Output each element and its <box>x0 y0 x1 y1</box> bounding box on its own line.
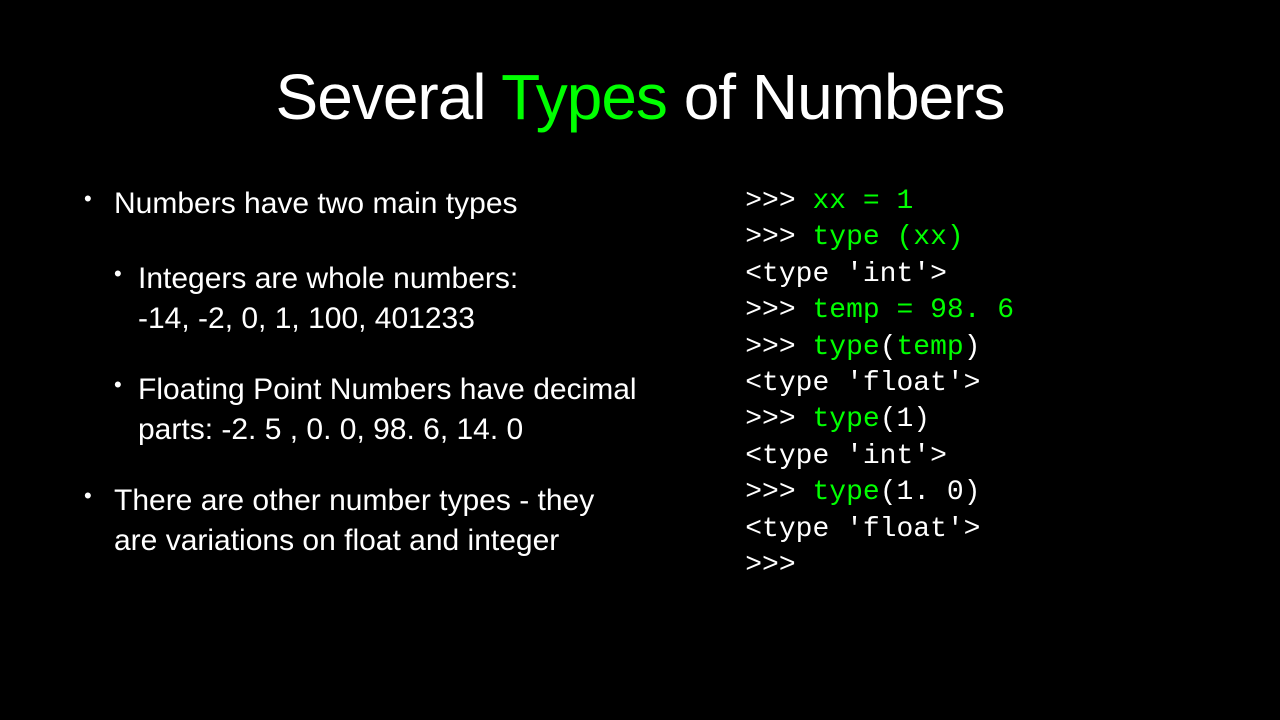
code-l8-output: <type 'int'> <box>745 441 947 472</box>
bullet-1a-line2: -14, -2, 0, 1, 100, 401233 <box>138 299 695 340</box>
code-l5-paren1: ( <box>880 332 897 363</box>
bullet-1: Numbers have two main types <box>80 184 695 225</box>
code-l3-output: <type 'int'> <box>745 259 947 290</box>
bullets-column: Numbers have two main types Integers are… <box>80 184 695 596</box>
bullet-1a: Integers are whole numbers: -14, -2, 0, … <box>80 259 695 340</box>
code-l6-output: <type 'float'> <box>745 368 980 399</box>
code-l5-arg: temp <box>897 332 964 363</box>
title-part1: Several <box>276 61 502 133</box>
bullet-1-text: Numbers have two main types <box>114 187 518 220</box>
bullet-1a-line1: Integers are whole numbers: <box>138 262 518 295</box>
code-l9-prompt: >>> <box>745 477 812 508</box>
title-part2: of Numbers <box>667 61 1005 133</box>
title-accent: Types <box>501 61 667 133</box>
code-l2-stmt: type (xx) <box>812 222 963 253</box>
code-l4-prompt: >>> <box>745 295 812 326</box>
slide-title: Several Types of Numbers <box>80 60 1200 134</box>
code-l7-fn: type <box>812 404 879 435</box>
code-l1-stmt: xx = 1 <box>812 186 913 217</box>
code-l7-prompt: >>> <box>745 404 812 435</box>
code-l11-prompt: >>> <box>745 550 795 581</box>
bullet-1b: Floating Point Numbers have decimal part… <box>80 370 695 451</box>
code-l9-arg: (1. 0) <box>880 477 981 508</box>
bullet-1b-line1: Floating Point Numbers have decimal <box>138 373 637 406</box>
code-l2-prompt: >>> <box>745 222 812 253</box>
code-l4-stmt: temp = 98. 6 <box>812 295 1014 326</box>
code-l9-fn: type <box>812 477 879 508</box>
code-l5-paren2: ) <box>964 332 981 363</box>
code-l5-prompt: >>> <box>745 332 812 363</box>
bullet-2-line1: There are other number types - they <box>114 484 594 517</box>
code-l10-output: <type 'float'> <box>745 514 980 545</box>
bullet-2: There are other number types - they are … <box>80 481 695 562</box>
code-l7-arg: (1) <box>880 404 930 435</box>
content-columns: Numbers have two main types Integers are… <box>80 184 1200 596</box>
code-l1-prompt: >>> <box>745 186 812 217</box>
slide: Several Types of Numbers Numbers have tw… <box>0 0 1280 720</box>
code-l5-fn: type <box>812 332 879 363</box>
code-column: >>> xx = 1 >>> type (xx) <type 'int'> >>… <box>745 184 1200 596</box>
bullet-2-line2: are variations on float and integer <box>114 521 695 562</box>
bullet-1b-line2: parts: -2. 5 , 0. 0, 98. 6, 14. 0 <box>138 410 695 451</box>
